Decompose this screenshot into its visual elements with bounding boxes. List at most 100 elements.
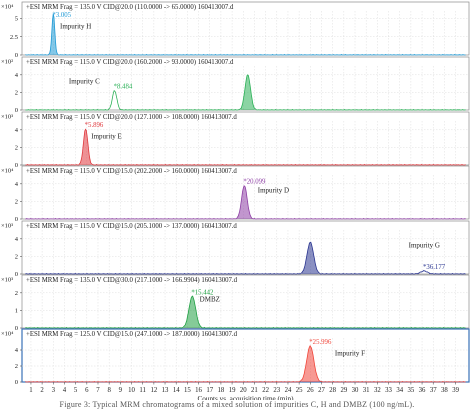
x-tick-label: 8	[107, 387, 111, 394]
x-tick-label: 3	[52, 387, 56, 394]
compound-label: Impurity G	[409, 242, 440, 250]
chromatogram-panel-5: ×10³ +ESI MRM Frag = 115.0 V CID@15.0 (20…	[1, 220, 470, 278]
x-tick-label: 15	[184, 387, 191, 394]
x-tick-label: 10	[128, 387, 135, 394]
chromatogram-trace	[25, 185, 466, 220]
y-exponent-label: ×10⁴	[1, 4, 14, 11]
compound-label: Impurity D	[258, 187, 289, 195]
y-tick-label: 0	[15, 325, 18, 332]
chromatogram-trace	[25, 345, 466, 383]
y-tick-label: 4	[15, 72, 19, 79]
panel-header: +ESI MRM Frag = 135.0 V CID@30.0 (217.10…	[26, 277, 238, 284]
compound-label: DMBZ	[200, 296, 220, 304]
y-exponent-label: ×10⁴	[1, 168, 14, 175]
compound-label: Impurity F	[335, 350, 365, 358]
integrated-peak-area	[183, 296, 201, 328]
x-tick-label: 36	[419, 387, 426, 394]
y-tick-label: 0	[15, 52, 18, 59]
integrated-peak-area	[237, 185, 252, 219]
chromatogram-panel-1: ×10⁴ +ESI MRM Frag = 135.0 V CID@20.0 (11…	[1, 1, 470, 59]
chromatogram-trace	[25, 295, 466, 329]
chromatogram-trace	[25, 128, 466, 166]
x-tick-label: 39	[452, 387, 459, 394]
chromatogram-panel-3: ×10³ +ESI MRM Frag = 115.0 V CID@20.0 (12…	[1, 111, 470, 169]
panel-frame	[21, 111, 470, 166]
peak-rt-label: *8.484	[114, 84, 133, 91]
x-tick-label: 38	[441, 387, 448, 394]
y-tick-label: 2	[15, 363, 18, 370]
mrm-chromatogram-figure: ×10⁴ +ESI MRM Frag = 135.0 V CID@20.0 (11…	[1, 1, 470, 400]
y-tick-label: 5	[15, 16, 18, 23]
integrated-peak-area	[301, 242, 319, 274]
peak-rt-label: *3.005	[52, 12, 71, 19]
x-tick-label: 18	[218, 387, 225, 394]
panel-header: +ESI MRM Frag = 115.0 V CID@15.0 (202.20…	[26, 168, 237, 175]
y-tick-label: 4	[15, 347, 19, 354]
x-tick-label: 21	[251, 387, 258, 394]
y-tick-label: 2	[15, 254, 18, 261]
y-tick-label: 0	[15, 216, 18, 223]
y-exponent-label: ×10⁴	[1, 331, 14, 338]
x-tick-label: 31	[363, 387, 370, 394]
x-tick-label: 23	[273, 387, 280, 394]
integrated-peak-area	[240, 74, 255, 110]
x-tick-label: 5	[74, 387, 78, 394]
x-tick-label: 32	[374, 387, 381, 394]
y-tick-label: 4	[15, 127, 19, 134]
compound-label: Impurity H	[60, 23, 91, 31]
x-tick-label: 30	[352, 387, 359, 394]
x-tick-label: 7	[96, 387, 100, 394]
integrated-peak-area	[49, 13, 57, 55]
panel-header: +ESI MRM Frag = 115.0 V CID@15.0 (205.10…	[26, 223, 237, 230]
x-tick-label: 19	[229, 387, 236, 394]
panel-frame	[21, 1, 470, 56]
y-exponent-label: ×10³	[1, 277, 13, 284]
y-tick-label: 1	[15, 308, 18, 315]
chromatogram-trace	[25, 241, 466, 275]
integrated-peak-area	[80, 128, 92, 165]
y-tick-label: 0	[15, 271, 18, 278]
x-tick-label: 16	[195, 387, 202, 394]
peak-rt-label: *15.442	[191, 289, 214, 296]
y-tick-label: 2	[15, 90, 18, 97]
compound-label: Impurity E	[91, 133, 122, 141]
x-tick-label: 6	[85, 387, 89, 394]
chromatogram-panel-6: ×10³ +ESI MRM Frag = 135.0 V CID@30.0 (21…	[1, 274, 470, 332]
y-tick-label: 4	[15, 236, 19, 243]
y-tick-label: 2.5	[10, 34, 18, 41]
y-tick-label: 2	[15, 145, 18, 152]
x-tick-label: 22	[262, 387, 269, 394]
y-exponent-label: ×10²	[1, 59, 13, 66]
figure-caption: Figure 3: Typical MRM chromatograms of a…	[59, 400, 415, 409]
x-tick-label: 20	[240, 387, 247, 394]
panel-frame	[21, 328, 470, 383]
x-tick-label: 29	[340, 387, 347, 394]
x-tick-label: 33	[385, 387, 392, 394]
x-tick-label: 24	[285, 387, 292, 394]
y-exponent-label: ×10³	[1, 114, 13, 121]
y-tick-label: 2	[15, 199, 18, 206]
peak-rt-label: *36.177	[423, 264, 446, 271]
chromatogram-panel-4: ×10⁴ +ESI MRM Frag = 115.0 V CID@15.0 (20…	[1, 165, 470, 223]
peak-rt-label: *25.996	[309, 339, 332, 346]
compound-label: Impurity C	[69, 78, 100, 86]
x-tick-label: 2	[40, 387, 44, 394]
x-tick-label: 13	[162, 387, 169, 394]
y-tick-label: 2	[15, 290, 18, 297]
chromatogram-trace	[25, 13, 466, 56]
panel-frame	[21, 274, 470, 329]
peak-rt-label: *5.896	[85, 122, 104, 129]
y-exponent-label: ×10³	[1, 223, 13, 230]
panel-header: +ESI MRM Frag = 115.0 V CID@20.0 (160.20…	[26, 59, 234, 66]
x-tick-label: 34	[396, 387, 403, 394]
x-tick-label: 35	[407, 387, 414, 394]
x-tick-label: 37	[430, 387, 437, 394]
y-tick-label: 0	[15, 107, 18, 114]
chromatogram-panel-2: ×10² +ESI MRM Frag = 115.0 V CID@20.0 (16…	[1, 56, 470, 114]
x-tick-label: 25	[296, 387, 303, 394]
y-tick-label: 0	[15, 379, 18, 386]
x-tick-label: 9	[119, 387, 123, 394]
panel-frame	[21, 220, 470, 275]
x-tick-label: 17	[206, 387, 213, 394]
x-tick-label: 27	[318, 387, 325, 394]
